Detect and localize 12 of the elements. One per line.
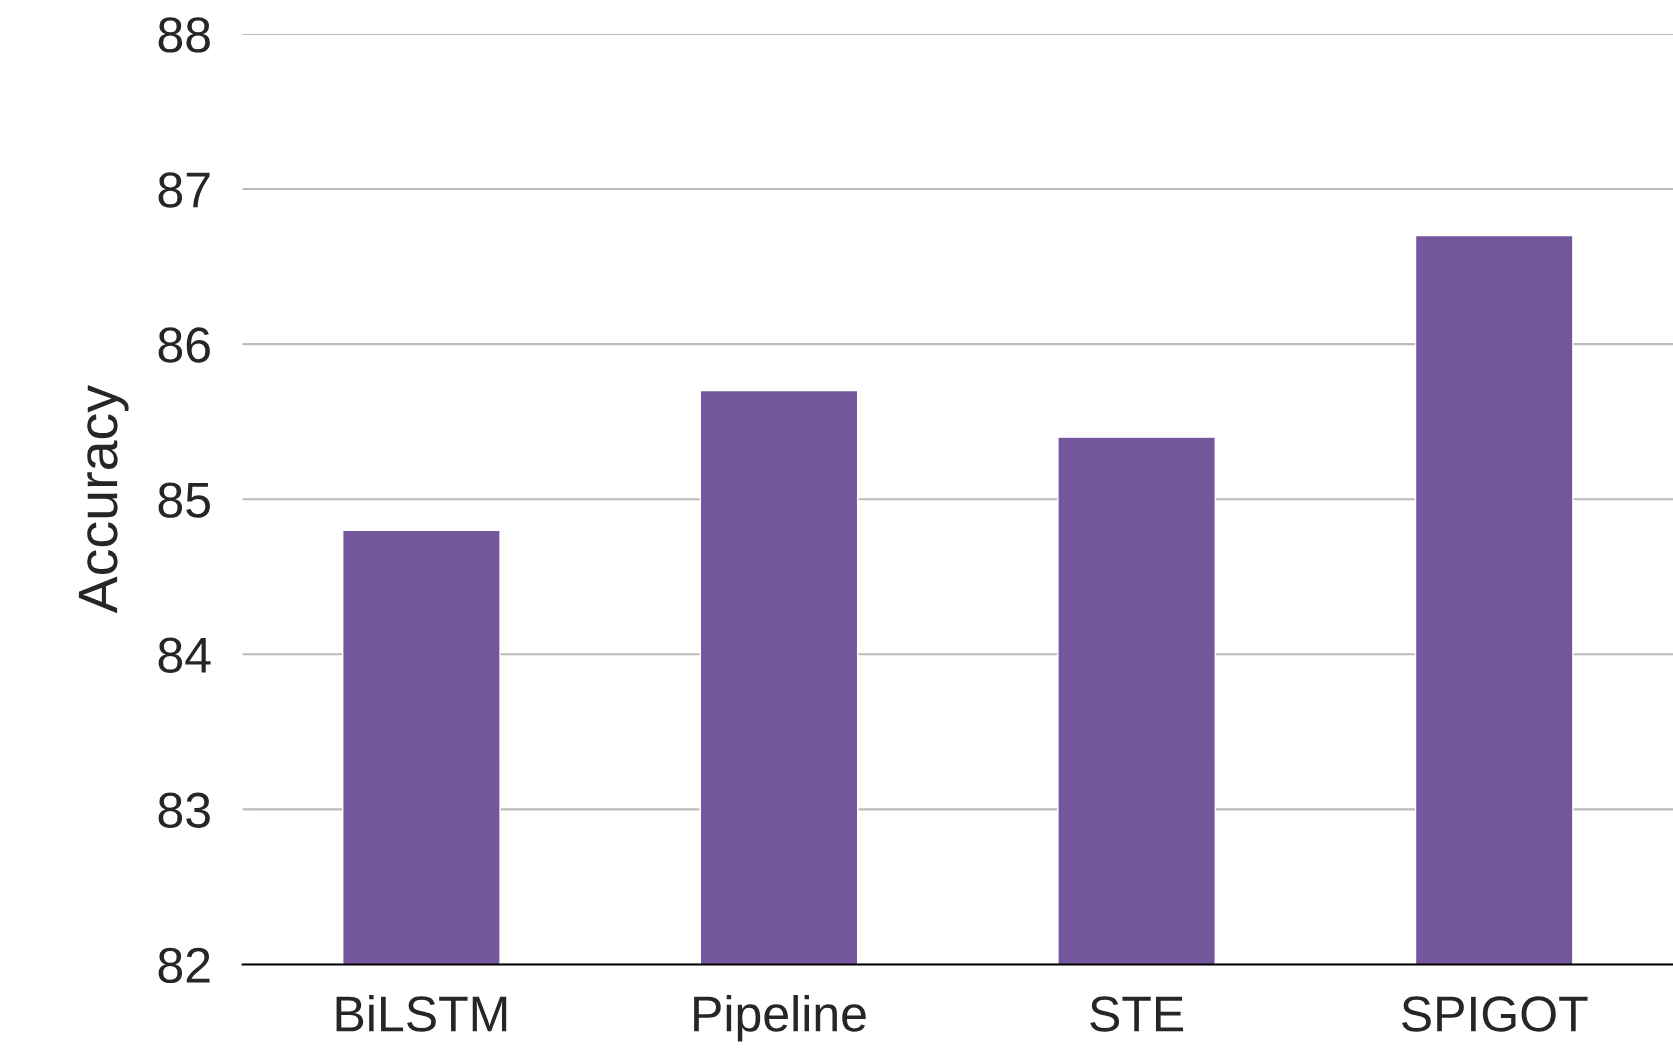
y-axis-title: Accuracy	[78, 385, 129, 614]
y-tick-label: 86	[158, 327, 210, 363]
y-tick-label: 88	[158, 17, 210, 53]
y-tick-label: 87	[158, 172, 210, 208]
y-tick-label: 85	[158, 482, 210, 518]
y-tick-label: 82	[158, 947, 210, 984]
y-tick-label: 84	[158, 637, 211, 673]
x-tick-label: Pipeline	[694, 995, 866, 1042]
x-tick-label: STE	[1090, 996, 1184, 1032]
x-tick-label: BiLSTM	[336, 995, 507, 1032]
x-tick-label: SPIGOT	[1402, 996, 1588, 1032]
y-tick-label: 83	[158, 792, 210, 828]
